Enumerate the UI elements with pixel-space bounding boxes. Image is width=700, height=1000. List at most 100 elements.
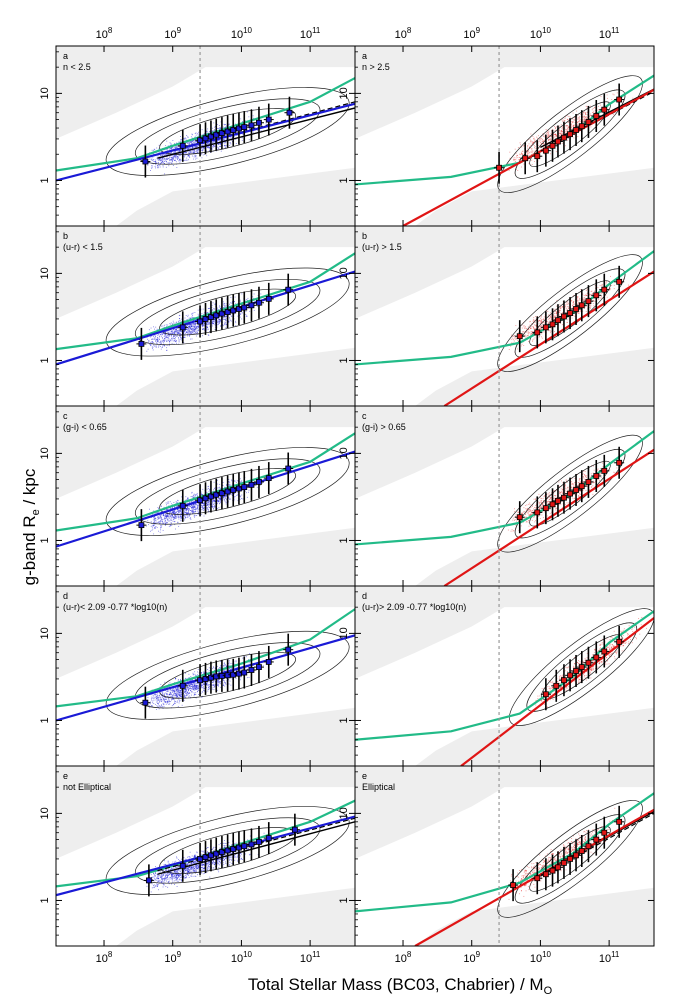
scatter-dot: [599, 285, 601, 286]
scatter-dot: [228, 320, 229, 322]
scatter-dot: [219, 500, 221, 502]
scatter-dot: [513, 339, 515, 341]
scatter-dot: [584, 297, 586, 298]
scatter-dot: [190, 141, 192, 143]
scatter-dot: [212, 309, 214, 311]
scatter-dot: [563, 119, 565, 121]
scatter-dot: [175, 329, 177, 331]
scatter-dot: [555, 312, 557, 314]
scatter-dot: [164, 153, 166, 155]
scatter-dot: [566, 322, 568, 323]
scatter-dot: [548, 139, 550, 141]
scatter-dot: [551, 131, 553, 133]
scatter-dot: [223, 139, 225, 141]
scatter-dot: [539, 325, 541, 327]
density-contours: [497, 254, 643, 372]
scatter-dot: [166, 159, 168, 160]
scatter-dot: [212, 323, 214, 325]
scatter-dot: [601, 285, 603, 287]
scatter-dot: [191, 137, 193, 139]
scatter-dot: [153, 161, 155, 162]
scatter-dot: [586, 114, 588, 116]
scatter-dot: [576, 299, 578, 301]
scatter-dot: [189, 330, 191, 332]
scatter-dot: [248, 491, 249, 493]
scatter-dot: [592, 111, 593, 113]
scatter-dot: [186, 157, 188, 159]
scatter-dot: [544, 323, 546, 325]
scatter-dot: [234, 136, 236, 138]
scatter-dot: [589, 304, 591, 306]
scatter-dot: [208, 503, 210, 505]
scatter-dot: [559, 132, 561, 134]
scatter-dot: [174, 524, 176, 526]
scatter-dot: [239, 478, 241, 480]
scatter-dot: [592, 114, 594, 116]
scatter-dot: [188, 143, 190, 145]
scatter-dot: [177, 146, 179, 148]
scatter-dot: [187, 316, 189, 318]
scatter-dot: [547, 321, 549, 323]
scatter-dot: [155, 160, 157, 162]
scatter-dot: [174, 506, 175, 508]
scatter-dot: [538, 321, 540, 323]
scatter-dot: [155, 339, 157, 341]
scatter-dot: [195, 330, 197, 332]
scatter-dot: [539, 335, 541, 337]
binned-point: [555, 138, 561, 145]
scatter-dot: [168, 505, 170, 507]
scatter-dot: [179, 333, 181, 335]
contour-2: [514, 89, 626, 179]
binned-point: [549, 142, 556, 149]
scatter-dot: [556, 126, 557, 128]
scatter-dot: [163, 341, 165, 343]
scatter-dot: [166, 157, 168, 159]
scatter-dot: [188, 332, 190, 334]
scatter-dot: [538, 320, 540, 322]
scatter-dot: [564, 305, 566, 307]
scatter-dot: [160, 334, 161, 336]
scatter-dot: [155, 345, 157, 347]
scatter-dot: [148, 329, 150, 331]
scatter-dot: [558, 131, 560, 133]
scatter-dot: [561, 324, 563, 326]
scatter-dot: [178, 518, 180, 520]
scatter-dot: [197, 133, 199, 135]
binned-point: [555, 317, 561, 324]
scatter-dot: [527, 335, 528, 337]
scatter-dot: [229, 484, 231, 486]
scatter-dot: [213, 307, 215, 309]
scatter-dot: [541, 138, 543, 140]
scatter-dot: [180, 140, 182, 142]
scatter-dot: [594, 111, 596, 113]
scatter-dot: [219, 143, 221, 145]
scatter-dot: [211, 130, 213, 132]
scatter-dot: [265, 122, 267, 124]
scatter-dot: [187, 148, 189, 150]
scatter-dot: [191, 504, 193, 506]
scatter-dot: [195, 148, 197, 150]
scatter-dot: [179, 159, 181, 161]
scatter-dot: [220, 126, 222, 128]
scatter-dot: [223, 139, 224, 140]
scatter-dot: [202, 308, 204, 310]
scatter-dot: [537, 135, 539, 137]
scatter-dot: [225, 324, 227, 326]
scatter-dot: [158, 338, 160, 340]
scatter-dot: [513, 157, 515, 159]
scatter-dot: [183, 333, 185, 335]
scatter-dot: [180, 139, 182, 141]
scatter-dot: [176, 145, 177, 147]
scatter-dot: [235, 325, 237, 327]
scatter-dot: [158, 156, 160, 158]
scatter-dot: [549, 138, 551, 140]
scatter-dot: [174, 152, 175, 154]
scatter-dot: [208, 307, 210, 309]
scatter-dot: [540, 318, 542, 319]
scatter-dot: [173, 156, 175, 158]
scatter-dot: [186, 319, 188, 321]
scatter-dot: [527, 145, 529, 146]
scatter-dot: [186, 141, 188, 143]
scatter-dot: [542, 323, 544, 325]
scatter-dot: [157, 166, 159, 168]
